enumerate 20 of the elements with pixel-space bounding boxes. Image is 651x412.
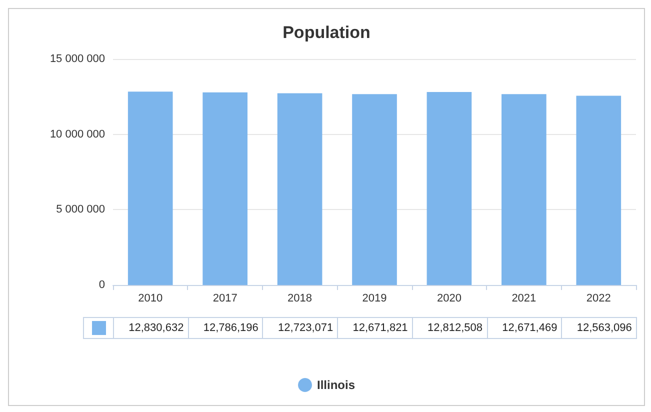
data-label: 12,723,071	[262, 318, 338, 338]
x-tick-label: 2010	[138, 292, 163, 304]
x-tick-label: 2019	[362, 292, 387, 304]
x-tick-label: 2020	[436, 292, 462, 304]
data-label: 12,671,821	[338, 318, 412, 338]
data-label: 12,671,469	[487, 318, 562, 338]
x-tick-label: 2017	[212, 292, 238, 304]
legend-label: Illinois	[317, 378, 356, 392]
y-tick-label: 15 000 000	[50, 53, 105, 65]
x-tick-label: 2022	[586, 292, 611, 304]
y-tick-label: 5 000 000	[56, 204, 105, 216]
data-label: 12,812,508	[412, 318, 488, 338]
y-tick-label: 0	[98, 279, 105, 291]
data-label: 12,563,096	[562, 318, 636, 338]
x-tick-label: 2018	[288, 292, 312, 304]
x-tick-label: 2021	[512, 292, 536, 304]
y-tick-label: 10 000 000	[50, 128, 105, 140]
chart-title: Population	[282, 23, 370, 42]
data-label: 12,786,196	[188, 318, 263, 338]
data-label: 12,830,632	[114, 318, 188, 338]
